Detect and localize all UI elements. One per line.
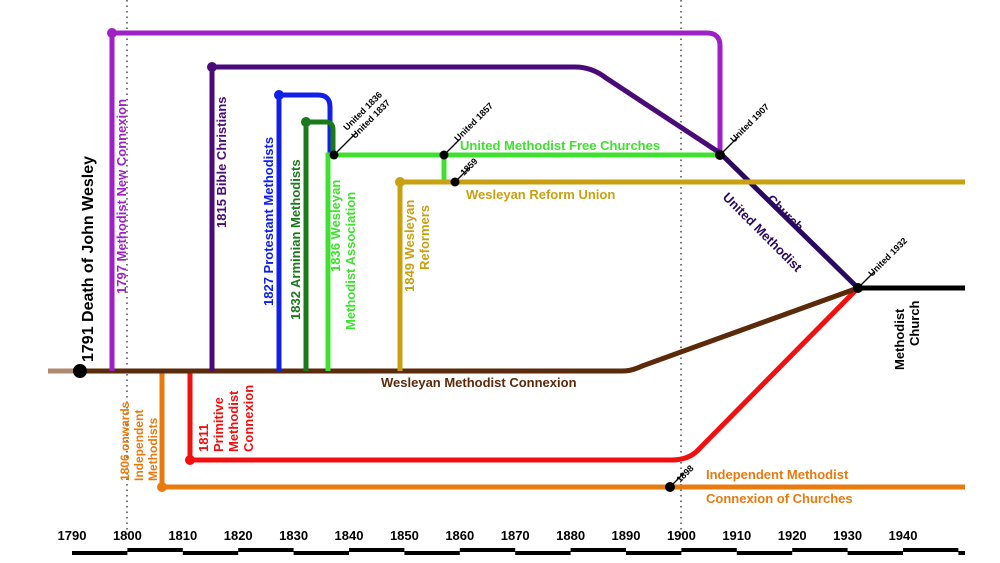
axis-year-label: 1860 <box>445 528 474 543</box>
line-arminian-methodists <box>303 119 336 371</box>
axis-year-label: 1910 <box>722 528 751 543</box>
axis-ruler-segment <box>72 551 128 555</box>
label-wesley-death: 1791 Death of John Wesley <box>80 156 97 362</box>
label-imcc-line1: Independent Methodist <box>706 467 849 482</box>
label-wma-line1: 1836 Wesleyan <box>328 180 343 272</box>
label-reform-union: Wesleyan Reform Union <box>466 187 615 202</box>
line-wesleyan-reformers <box>397 179 965 371</box>
axis-year-label: 1880 <box>556 528 585 543</box>
axis-ruler-segment <box>349 548 405 552</box>
label-wma-line2: Methodist Association <box>343 192 358 330</box>
line-protestant-methodists <box>276 92 333 371</box>
tick-united-1857 <box>443 138 461 156</box>
line-bible-christians <box>209 64 722 371</box>
label-wesleyan-connexion: Wesleyan Methodist Connexion <box>381 375 577 390</box>
line-primitive-methodist <box>187 286 860 463</box>
label-new-connexion: 1797 Methodist New Connexion <box>114 99 129 294</box>
label-independent-line1: 1806 onwards <box>118 401 132 481</box>
tick-1859 <box>454 166 471 183</box>
axis-ruler-segment <box>570 548 626 552</box>
label-united-1907: United 1907 <box>728 102 771 145</box>
node-1827 <box>274 90 284 100</box>
axis-year-label: 1790 <box>58 528 87 543</box>
label-primitive-line1: 1811 <box>196 424 211 452</box>
line-new-connexion <box>109 30 723 371</box>
axis-ruler-segment <box>736 551 793 555</box>
label-primitive-line2: Primitive <box>211 397 226 452</box>
axis-ruler-segment <box>847 551 903 555</box>
axis-year-label: 1820 <box>224 528 253 543</box>
label-protestant-methodists: 1827 Protestant Methodists <box>261 137 276 306</box>
axis-year-label: 1930 <box>833 528 862 543</box>
label-1859: 1859 <box>458 156 479 177</box>
label-1898: 1898 <box>674 463 695 484</box>
line-united-methodist-church <box>718 151 860 290</box>
label-primitive-line3: Methodist <box>226 390 241 452</box>
label-primitive-line4: Connexion <box>241 385 256 452</box>
axis-year-label: 1870 <box>501 528 530 543</box>
axis-ruler-segment <box>127 548 183 552</box>
axis-ruler-segment <box>238 548 294 552</box>
label-united-1857: United 1857 <box>452 101 495 144</box>
axis-ruler-segment <box>681 548 737 552</box>
axis-ruler-segment <box>404 551 460 555</box>
label-bible-christians: 1815 Bible Christians <box>214 97 229 229</box>
label-methodist-church-line1: Methodist <box>892 308 907 370</box>
label-umc-line1: United Methodist <box>720 190 806 276</box>
axis-ruler-segment <box>958 551 965 555</box>
axis-ruler-segment <box>293 551 349 555</box>
label-methodist-church-line2: Church <box>907 300 922 346</box>
tick-united-1907 <box>719 136 739 156</box>
axis-year-label: 1920 <box>778 528 807 543</box>
label-umc-line2: Church <box>764 192 807 235</box>
node-1832 <box>301 117 311 127</box>
axis-year-label: 1890 <box>612 528 641 543</box>
label-free-churches: United Methodist Free Churches <box>460 138 660 153</box>
node-1849 <box>395 177 405 187</box>
label-reformers-line1: 1849 Wesleyan <box>402 200 417 292</box>
axis-year-label: 1840 <box>335 528 364 543</box>
tick-united-1932 <box>857 271 875 289</box>
label-reformers-line2: Reformers <box>417 205 432 270</box>
axis-year-label: 1850 <box>390 528 419 543</box>
label-imcc-line2: Connexion of Churches <box>706 491 853 506</box>
axis-year-label: 1810 <box>168 528 197 543</box>
axis-ruler-segment <box>792 548 848 552</box>
axis-ruler-segment <box>515 551 571 555</box>
label-arminian-methodists: 1832 Arminian Methodists <box>288 159 303 320</box>
time-axis: 1790 1800 1810 1820 1830 1840 1850 1860 1870 1880… <box>58 528 965 555</box>
node-1791 <box>73 364 87 378</box>
axis-ruler-segment <box>626 551 682 555</box>
label-independent-line3: Methodists <box>146 417 160 481</box>
node-1797 <box>107 28 117 38</box>
line-wesleyan-connexion <box>80 285 859 374</box>
axis-year-label: 1800 <box>113 528 142 543</box>
axis-year-label: 1940 <box>889 528 918 543</box>
line-wma <box>325 152 720 371</box>
axis-year-label: 1830 <box>279 528 308 543</box>
axis-year-label: 1900 <box>667 528 696 543</box>
node-1815 <box>207 62 217 72</box>
axis-ruler-segment <box>459 548 516 552</box>
axis-ruler-segment <box>903 548 959 552</box>
label-united-1932: United 1932 <box>866 236 909 279</box>
label-independent-line2: Independent <box>132 410 146 481</box>
tick-united-1836 <box>333 132 357 156</box>
node-1811 <box>185 455 195 465</box>
axis-ruler-segment <box>182 551 239 555</box>
node-1806 <box>157 482 167 492</box>
tick-1898 <box>669 472 685 488</box>
